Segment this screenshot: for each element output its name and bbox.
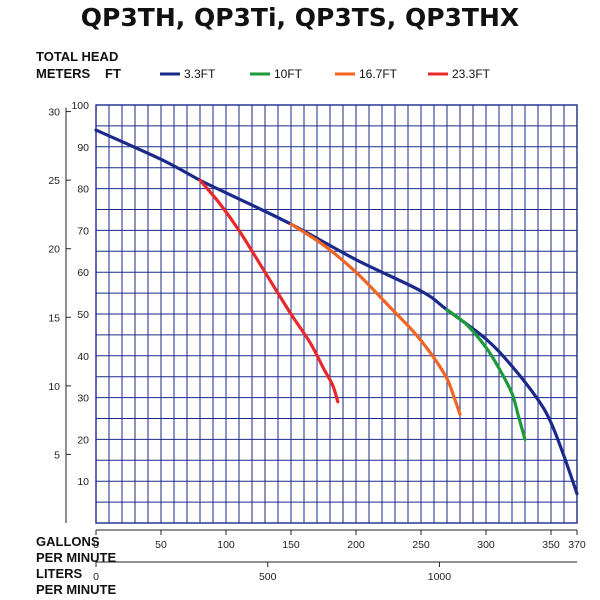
gallons-tick-label: 100	[217, 539, 235, 551]
ft-label: FT	[105, 66, 121, 81]
gallons-label-1: GALLONS	[36, 534, 100, 549]
gallons-tick-label: 250	[412, 539, 430, 551]
gallons-tick-label: 200	[347, 539, 365, 551]
series-line-1	[445, 308, 527, 441]
legend-label-1: 10FT	[274, 67, 303, 81]
meters-label: METERS	[36, 66, 91, 81]
legend-label-3: 23.3FT	[452, 67, 491, 81]
ft-tick-label: 10	[77, 476, 89, 488]
gallons-tick-label: 150	[282, 539, 300, 551]
series-line-3	[198, 178, 340, 404]
gallons-tick-label: 0	[93, 539, 99, 551]
meters-tick-label: 10	[48, 381, 60, 393]
gallons-tick-label: 350	[542, 539, 560, 551]
ft-tick-label: 100	[71, 100, 89, 112]
liters-label-2: PER MINUTE	[36, 582, 117, 597]
meters-tick-label: 15	[48, 312, 60, 324]
chart-legend: 3.3FT 10FT 16.7FT 23.3FT	[160, 67, 491, 81]
ft-tick-label: 70	[77, 225, 89, 237]
ft-tick-label: 40	[77, 351, 89, 363]
series-line-2	[289, 222, 462, 416]
chart-title: QP3TH, QP3Ti, QP3TS, QP3THX	[81, 3, 519, 32]
legend-label-0: 3.3FT	[184, 67, 216, 81]
total-head-label: TOTAL HEAD	[36, 49, 118, 64]
ft-tick-label: 30	[77, 393, 89, 405]
meters-tick-label: 5	[54, 449, 60, 461]
meters-tick-label: 25	[48, 175, 60, 187]
gallons-label-2: PER MINUTE	[36, 550, 117, 565]
ft-tick-label: 50	[77, 309, 89, 321]
ft-tick-label: 90	[77, 142, 89, 154]
series-lines	[94, 128, 579, 496]
ft-tick-label: 20	[77, 434, 89, 446]
liters-tick-label: 0	[93, 571, 99, 583]
plot-frame	[95, 104, 578, 524]
meters-tick-label: 20	[48, 244, 60, 256]
gallons-tick-label: 50	[155, 539, 167, 551]
ft-tick-label: 60	[77, 267, 89, 279]
chart-grid	[95, 104, 578, 524]
liters-label-1: LITERS	[36, 566, 83, 581]
liters-tick-label: 500	[259, 571, 277, 583]
ft-tick-label: 80	[77, 184, 89, 196]
gallons-tick-label: 370	[568, 539, 586, 551]
legend-label-2: 16.7FT	[359, 67, 398, 81]
gallons-tick-label: 300	[477, 539, 495, 551]
meters-tick-label: 30	[48, 107, 60, 119]
liters-tick-label: 1000	[428, 571, 452, 583]
